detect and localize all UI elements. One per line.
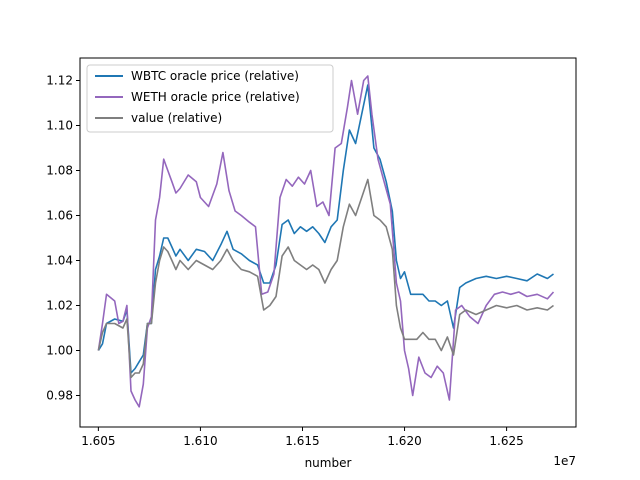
- x-tick-label: 1.625: [489, 434, 523, 448]
- legend-label-wbtc: WBTC oracle price (relative): [131, 69, 299, 83]
- y-tick-label: 1.10: [46, 119, 73, 133]
- y-axis-ticks: 0.98 1.00 1.02 1.04 1.06 1.08 1.10 1.12: [46, 74, 80, 403]
- legend-box: [86, 64, 334, 133]
- series-line-2: [97, 178, 554, 379]
- x-axis-offset-label: 1e7: [553, 454, 576, 468]
- x-axis-label: number: [305, 456, 352, 470]
- y-tick-label: 1.06: [46, 209, 73, 223]
- x-tick-label: 1.610: [183, 434, 217, 448]
- y-tick-label: 0.98: [46, 389, 73, 403]
- x-tick-label: 1.620: [387, 434, 421, 448]
- plot-series: [97, 75, 555, 408]
- y-tick-label: 1.00: [46, 344, 73, 358]
- x-tick-label: 1.615: [285, 434, 319, 448]
- legend-label-weth: WETH oracle price (relative): [131, 90, 300, 104]
- y-tick-label: 1.02: [46, 299, 73, 313]
- plot-frame: [79, 57, 577, 428]
- x-tick-label: 1.605: [81, 434, 115, 448]
- legend-label-value: value (relative): [131, 111, 222, 125]
- y-tick-label: 1.12: [46, 74, 73, 88]
- y-tick-label: 1.04: [46, 254, 73, 268]
- series-line-0: [97, 84, 554, 374]
- y-tick-label: 1.08: [46, 164, 73, 178]
- legend: WBTC oracle price (relative) WETH oracle…: [86, 64, 334, 133]
- x-axis-ticks: 1.605 1.610 1.615 1.620 1.625: [81, 427, 524, 448]
- series-line-1: [97, 75, 555, 408]
